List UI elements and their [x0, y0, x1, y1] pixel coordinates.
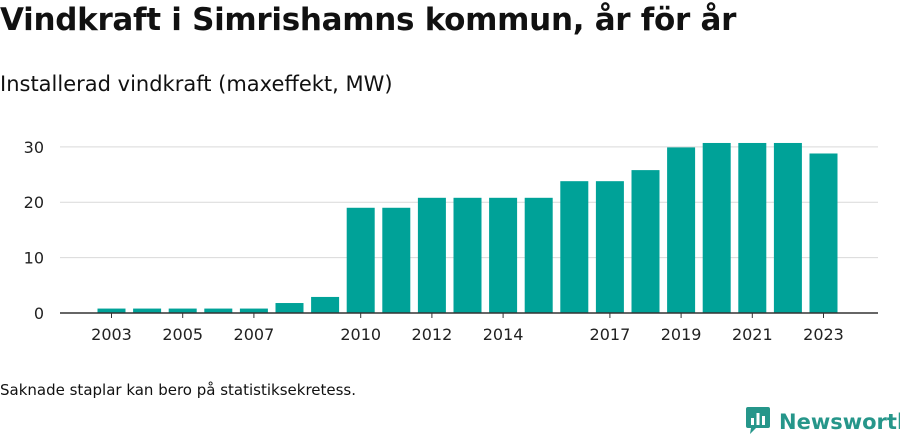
brand-name: Newsworthy	[779, 410, 900, 434]
x-tick-label: 2007	[234, 325, 275, 344]
y-tick-label: 0	[34, 304, 44, 323]
bar-2009	[311, 296, 340, 313]
bar-2017	[595, 181, 624, 313]
bar-2007	[239, 308, 268, 313]
y-tick-label: 20	[24, 193, 44, 212]
bar-2020	[702, 142, 731, 313]
bar-chart: 0 10 20 30 2003 2005 2007 2010 2012 2014 2017 2019…	[24, 138, 878, 344]
bar-2011	[382, 207, 411, 313]
bar-2015	[524, 197, 553, 313]
bar-2010	[346, 207, 375, 313]
bar-2013	[453, 197, 482, 313]
bar-2014	[489, 197, 518, 313]
bar-2016	[560, 181, 589, 313]
x-tick-label: 2021	[732, 325, 773, 344]
y-tick-label: 10	[24, 249, 44, 268]
x-tick-label: 2010	[340, 325, 381, 344]
bar-2021	[738, 142, 767, 313]
bar-2018	[631, 170, 660, 313]
chart-subtitle: Installerad vindkraft (maxeffekt, MW)	[0, 72, 393, 96]
x-tick-label: 2005	[162, 325, 203, 344]
newsworthy-brand[interactable]: Newsworthy	[745, 407, 900, 437]
bar-2005	[168, 308, 197, 313]
x-tick-label: 2003	[91, 325, 132, 344]
newsworthy-logo-icon	[745, 405, 771, 439]
bar-2012	[417, 197, 446, 313]
x-tick-label: 2023	[803, 325, 844, 344]
y-axis-ticks: 0 10 20 30	[24, 138, 44, 323]
y-tick-label: 30	[24, 138, 44, 157]
x-tick-label: 2014	[483, 325, 524, 344]
bars	[97, 142, 838, 313]
x-tick-label: 2012	[412, 325, 453, 344]
footnote: Saknade staplar kan bero på statistiksek…	[0, 381, 357, 399]
bar-2022	[773, 142, 802, 313]
bar-2006	[204, 308, 233, 313]
bar-2008	[275, 303, 304, 313]
chart-title: Vindkraft i Simrishamns kommun, år för å…	[0, 2, 737, 38]
bar-2019	[667, 147, 696, 313]
bar-2023	[809, 153, 838, 313]
bar-2004	[133, 308, 162, 313]
x-tick-label: 2019	[661, 325, 702, 344]
x-tick-label: 2017	[590, 325, 631, 344]
x-axis-ticks: 2003 2005 2007 2010 2012 2014 2017 2019 2021 2023	[91, 313, 844, 344]
bar-2003	[97, 308, 126, 313]
